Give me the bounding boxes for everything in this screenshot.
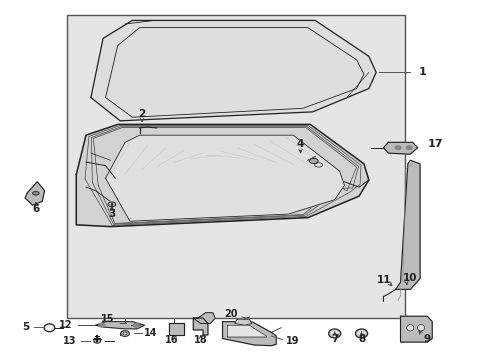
Ellipse shape xyxy=(94,338,101,343)
Ellipse shape xyxy=(123,321,132,328)
Polygon shape xyxy=(383,142,417,154)
Bar xyxy=(66,15,405,318)
Polygon shape xyxy=(193,318,207,335)
Polygon shape xyxy=(400,316,431,342)
Text: 9: 9 xyxy=(423,333,430,343)
Polygon shape xyxy=(234,319,251,325)
Polygon shape xyxy=(168,323,183,335)
Text: 16: 16 xyxy=(164,334,178,345)
Ellipse shape xyxy=(357,331,364,336)
Text: 19: 19 xyxy=(285,336,299,346)
Text: 1: 1 xyxy=(418,67,426,77)
Polygon shape xyxy=(105,135,344,221)
Ellipse shape xyxy=(108,202,116,207)
Text: 8: 8 xyxy=(357,333,365,343)
Polygon shape xyxy=(222,321,276,346)
Ellipse shape xyxy=(309,158,318,163)
Ellipse shape xyxy=(330,331,337,336)
Polygon shape xyxy=(395,160,419,289)
Ellipse shape xyxy=(122,332,127,335)
Text: 13: 13 xyxy=(62,336,76,346)
Ellipse shape xyxy=(406,324,413,331)
Text: 3: 3 xyxy=(108,209,115,219)
Ellipse shape xyxy=(121,330,129,336)
Text: 6: 6 xyxy=(32,204,40,215)
Polygon shape xyxy=(96,321,144,329)
Text: 10: 10 xyxy=(402,273,417,283)
Ellipse shape xyxy=(33,192,39,195)
Ellipse shape xyxy=(355,329,367,338)
Text: 17: 17 xyxy=(427,139,442,149)
Text: 15: 15 xyxy=(101,314,114,324)
Ellipse shape xyxy=(416,324,424,331)
Text: 11: 11 xyxy=(376,275,391,285)
Polygon shape xyxy=(25,182,44,205)
Text: 2: 2 xyxy=(138,109,145,119)
Ellipse shape xyxy=(44,324,55,332)
Polygon shape xyxy=(76,125,368,226)
Ellipse shape xyxy=(328,329,340,338)
Ellipse shape xyxy=(394,146,400,149)
Ellipse shape xyxy=(133,323,139,327)
Ellipse shape xyxy=(406,146,411,149)
Text: 18: 18 xyxy=(193,334,207,345)
Polygon shape xyxy=(227,325,266,336)
Text: 20: 20 xyxy=(224,310,238,319)
Polygon shape xyxy=(91,21,375,121)
Text: 5: 5 xyxy=(21,322,29,332)
Text: 7: 7 xyxy=(330,333,338,343)
Text: 12: 12 xyxy=(59,320,73,330)
Ellipse shape xyxy=(46,325,52,330)
Text: 14: 14 xyxy=(143,328,157,338)
Text: 4: 4 xyxy=(296,139,304,149)
Ellipse shape xyxy=(99,323,105,327)
Polygon shape xyxy=(193,313,215,323)
